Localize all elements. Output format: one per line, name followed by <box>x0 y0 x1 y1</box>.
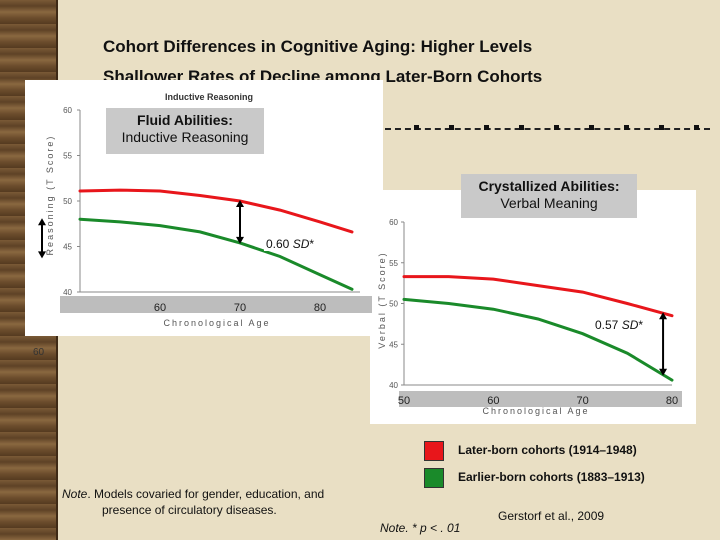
divider-marker-6 <box>624 125 629 130</box>
y-tick-label-0-1: 45 <box>63 243 72 252</box>
y-tick-label-0-3: 55 <box>63 152 72 161</box>
x-axis-label-1: Chronological Age <box>482 406 589 416</box>
fluid-box-subtitle: Inductive Reasoning <box>121 129 249 145</box>
y-tick-label-0-4: 60 <box>63 106 72 115</box>
x-tick-label-1-3: 80 <box>666 395 678 407</box>
y-tick-label-1-3: 55 <box>389 259 398 268</box>
divider-marker-5 <box>589 125 594 130</box>
legend-swatch-green <box>424 468 444 488</box>
divider-marker-8 <box>694 125 699 130</box>
crystallized-abilities-label: Crystallized Abilities: Verbal Meaning <box>461 174 637 218</box>
cryst-sd-unit: SD <box>621 318 639 332</box>
cryst-sd-mark: * <box>638 318 644 332</box>
series-line-1-0 <box>402 275 674 318</box>
fluid-box-title: Fluid Abilities: <box>137 112 233 128</box>
covariate-note: Note. Models covaried for gender, educat… <box>62 486 382 518</box>
y-tick-label-1-4: 60 <box>389 218 398 227</box>
y-tick-label-0-2: 50 <box>63 197 72 206</box>
stray-tick-label: 60 <box>33 347 45 358</box>
dashed-divider <box>385 128 710 130</box>
legend-swatch-red <box>424 441 444 461</box>
significance-note: Note. * p < . 01 <box>380 521 460 535</box>
scale-marker-head-bottom-0 <box>38 251 46 259</box>
sig-note-prefix: Note <box>380 521 406 535</box>
note-prefix: Note <box>62 487 88 501</box>
divider-marker-2 <box>484 125 489 130</box>
y-tick-label-1-1: 45 <box>389 340 398 349</box>
legend-label-earlier-born: Earlier-born cohorts (1883–1913) <box>458 470 645 484</box>
divider-marker-4 <box>554 125 559 130</box>
diff-arrow-head-top-0 <box>236 200 244 207</box>
divider-marker-0 <box>414 125 419 130</box>
cryst-xaxis-bar <box>399 391 682 407</box>
cryst-box-subtitle: Verbal Meaning <box>500 195 598 211</box>
cryst-sd-value: 0.57 <box>595 318 619 332</box>
legend-item-earlier-born: Earlier-born cohorts (1883–1913) <box>424 467 674 489</box>
x-tick-label-1-0: 50 <box>398 395 410 407</box>
diff-arrow-head-top-1 <box>659 312 668 320</box>
y-tick-label-1-0: 40 <box>389 381 398 390</box>
legend-label-later-born: Later-born cohorts (1914–1948) <box>458 443 637 457</box>
fluid-abilities-label: Fluid Abilities: Inductive Reasoning <box>106 108 264 154</box>
note-text-2: presence of circulatory diseases. <box>102 503 277 517</box>
fluid-sd-mark: * <box>309 237 315 251</box>
diff-arrow-head-bottom-1 <box>659 368 668 376</box>
y-tick-label-1-2: 50 <box>389 300 398 309</box>
divider-marker-7 <box>659 125 664 130</box>
fluid-sd-value: 0.60 <box>266 237 290 251</box>
x-tick-label-1-1: 60 <box>487 395 499 407</box>
y-axis-label-0: Reasoning (T Score) <box>45 135 55 256</box>
citation: Gerstorf et al., 2009 <box>498 509 605 523</box>
cryst-sd-annotation: 0.57 SD* <box>593 318 646 332</box>
fluid-xaxis-bar <box>60 296 372 313</box>
title-line-1: Cohort Differences in Cognitive Aging: H… <box>103 37 533 56</box>
cryst-box-title: Crystallized Abilities: <box>478 178 620 194</box>
x-tick-label-0-1: 70 <box>234 302 246 314</box>
series-line-0-0 <box>78 188 354 234</box>
x-tick-label-0-2: 80 <box>314 302 326 314</box>
y-tick-label-0-0: 40 <box>63 288 72 297</box>
legend-item-later-born: Later-born cohorts (1914–1948) <box>424 440 674 462</box>
x-axis-label-0: Chronological Age <box>163 318 270 328</box>
scale-marker-head-top-0 <box>38 218 46 226</box>
x-tick-label-0-0: 60 <box>154 302 166 314</box>
note-text-1: . Models covaried for gender, education,… <box>87 487 325 501</box>
fluid-sd-unit: SD <box>292 237 310 251</box>
y-axis-label-1: Verbal (T Score) <box>377 251 387 348</box>
series-line-1-1 <box>402 297 674 382</box>
diff-arrow-head-bottom-0 <box>236 236 244 244</box>
divider-marker-3 <box>519 125 524 130</box>
x-tick-label-1-2: 70 <box>577 395 589 407</box>
sig-note-text: . * p < . 01 <box>405 521 461 535</box>
divider-marker-1 <box>449 125 454 130</box>
fluid-sd-annotation: 0.60 SD* <box>264 237 317 251</box>
fluid-mini-title: Inductive Reasoning <box>165 92 254 102</box>
series-line-0-1 <box>78 217 354 291</box>
legend: Later-born cohorts (1914–1948) Earlier-b… <box>420 440 672 492</box>
